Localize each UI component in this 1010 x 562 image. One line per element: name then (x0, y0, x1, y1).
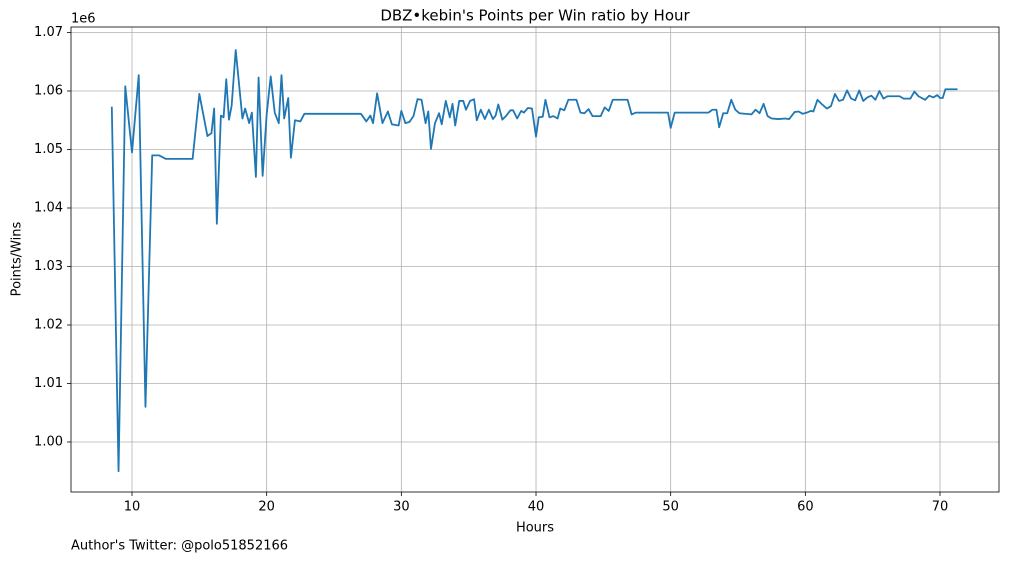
y-tick-label: 1.00 (34, 434, 63, 449)
y-tick-label: 1.04 (34, 200, 63, 215)
plot-frame (70, 26, 1000, 493)
y-axis-label: Points/Wins (10, 221, 25, 296)
x-tick-label: 70 (932, 500, 949, 515)
data-line (110, 49, 958, 473)
y-offset-label: 1e6 (71, 12, 96, 27)
x-tick-label: 40 (528, 500, 545, 515)
chart-title: DBZ•kebin's Points per Win ratio by Hour (380, 7, 690, 25)
y-tick-label: 1.07 (34, 25, 63, 40)
y-tick-label: 1.06 (34, 83, 63, 98)
y-tick-label: 1.03 (34, 259, 63, 274)
y-tick-label: 1.01 (34, 376, 63, 391)
y-tick-label: 1.02 (34, 317, 63, 332)
x-tick-label: 10 (124, 500, 141, 515)
y-tick-label: 1.05 (34, 142, 63, 157)
x-tick-label: 20 (258, 500, 275, 515)
x-tick-label: 60 (797, 500, 814, 515)
x-tick-label: 30 (393, 500, 410, 515)
x-axis-label: Hours (516, 521, 554, 536)
footnote: Author's Twitter: @polo51852166 (71, 539, 288, 554)
x-tick-label: 50 (662, 500, 679, 515)
